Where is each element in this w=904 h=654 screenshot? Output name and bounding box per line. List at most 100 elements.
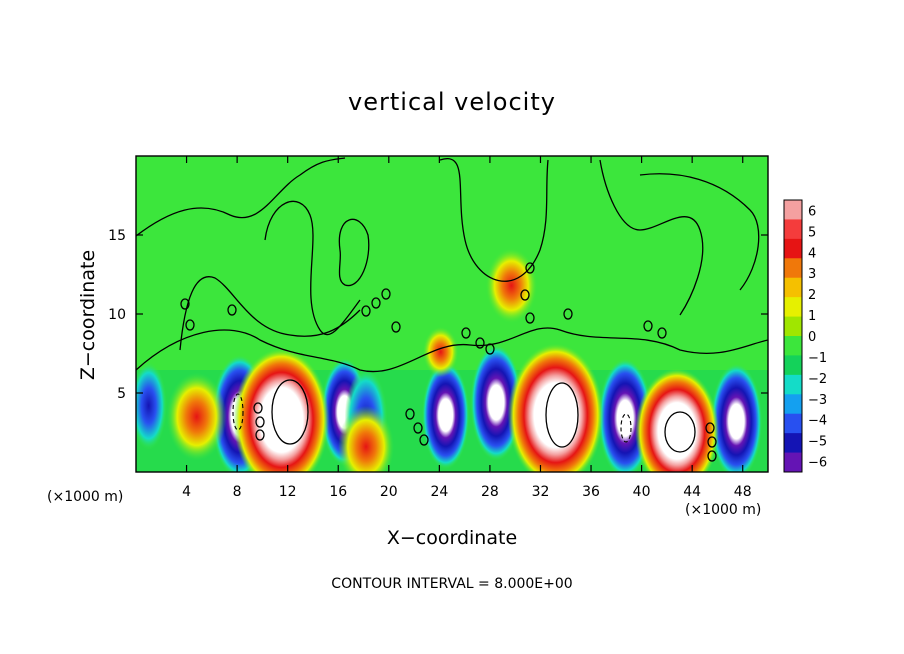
updraft-cell — [166, 372, 227, 461]
contour-line — [664, 411, 696, 453]
contour-line — [136, 157, 346, 237]
colorbar-label: 2 — [808, 288, 816, 303]
downdraft-cell — [422, 361, 470, 470]
x-tick-label: 8 — [233, 484, 242, 500]
x-tick-label: 28 — [481, 484, 499, 500]
updraft-cell — [485, 247, 538, 324]
contour-line — [227, 304, 237, 316]
contour-line — [405, 408, 415, 420]
colorbar-label: 0 — [808, 330, 816, 345]
contour-line — [545, 382, 579, 448]
contour-line — [361, 305, 371, 317]
contour-line — [264, 200, 361, 336]
y-tick-label: 15 — [108, 228, 126, 244]
contour-line — [180, 298, 190, 310]
colorbar-label: −3 — [808, 393, 827, 408]
updraft-cell — [507, 343, 604, 472]
updraft-cell — [338, 405, 395, 472]
contour-line — [707, 436, 717, 448]
colorbar-swatch — [784, 200, 802, 220]
contour-line — [232, 393, 244, 431]
contour-line — [657, 327, 667, 339]
contour-line — [475, 337, 485, 349]
colorbar-swatch — [784, 413, 802, 434]
updraft-cell — [422, 326, 459, 378]
x-axis: 4 8 12 16 20 24 28 32 36 40 44 48 — [182, 156, 752, 500]
contour-line — [413, 422, 423, 434]
contour-lines — [136, 157, 768, 462]
colorbar-label: 4 — [808, 246, 816, 261]
colorbar: 6 5 4 3 2 1 0 −1 −2 −3 −4 −5 −6 — [783, 199, 827, 473]
contour-line — [136, 327, 768, 373]
colorbar-swatch — [784, 238, 802, 259]
colorbar-label: 1 — [808, 309, 816, 324]
contour-line — [271, 379, 309, 445]
contour-line — [179, 276, 361, 351]
contour-line — [419, 434, 429, 446]
x-tick-label: 24 — [430, 484, 448, 500]
colorbar-label: −4 — [808, 414, 827, 429]
chart-title: vertical velocity — [348, 88, 556, 116]
x-axis-label: X−coordinate — [386, 527, 518, 549]
contour-line — [525, 312, 535, 324]
colorbar-swatch — [784, 316, 802, 337]
colorbar-swatch — [784, 433, 802, 454]
x-unit-right: (×1000 m) — [685, 502, 762, 518]
x-tick-label: 12 — [279, 484, 297, 500]
colorbar-swatch — [784, 336, 802, 356]
updraft-cell — [635, 368, 719, 472]
colorbar-label: −5 — [808, 435, 827, 450]
contour-line — [338, 218, 370, 287]
contour-line — [525, 262, 535, 274]
colorbar-label: −1 — [808, 351, 827, 366]
contour-line — [643, 320, 653, 332]
x-tick-label: 36 — [582, 484, 600, 500]
negative-contours — [232, 393, 632, 443]
x-tick-label: 44 — [683, 484, 701, 500]
contour-line — [461, 327, 471, 339]
contour-line — [381, 288, 391, 300]
colorbar-swatch — [784, 277, 802, 298]
y-tick-label: 10 — [108, 307, 126, 323]
colorbar-label: 3 — [808, 267, 816, 282]
x-unit-left: (×1000 m) — [47, 489, 124, 505]
x-tick-label: 48 — [734, 484, 752, 500]
contour-line — [391, 321, 401, 333]
updraft-cell — [233, 347, 330, 472]
colorbar-swatch — [784, 258, 802, 279]
contour-line — [185, 319, 195, 331]
colorbar-frame — [783, 199, 803, 473]
colorbar-label: 5 — [808, 225, 816, 240]
colorbar-swatch — [784, 394, 802, 415]
velocity-field — [136, 156, 768, 472]
contour-line — [563, 308, 573, 320]
contour-line — [439, 157, 549, 282]
contour-line — [599, 159, 704, 316]
contour-line — [253, 402, 263, 414]
contour-line — [705, 422, 715, 434]
colorbar-label: 6 — [808, 204, 816, 219]
downdraft-cell — [710, 363, 763, 472]
x-tick-label: 32 — [532, 484, 550, 500]
colorbar-swatch — [784, 355, 802, 376]
contour-line — [371, 297, 381, 309]
colorbar-swatch — [784, 219, 802, 240]
y-tick-label: 5 — [117, 386, 126, 402]
contour-line — [707, 450, 717, 462]
x-tick-label: 40 — [633, 484, 651, 500]
colorbar-swatch — [784, 374, 802, 395]
colorbar-label: −6 — [808, 456, 827, 471]
contour-line — [485, 343, 495, 355]
contour-line — [639, 173, 760, 291]
x-tick-label: 4 — [182, 484, 191, 500]
colorbar-label: −2 — [808, 372, 827, 387]
colorbar-swatch — [784, 297, 802, 318]
downdraft-cell — [136, 361, 167, 450]
contour-line — [255, 416, 265, 428]
contour-line — [255, 429, 265, 441]
x-tick-label: 16 — [329, 484, 347, 500]
y-axis: 5 10 15 — [108, 228, 768, 402]
contour-line — [520, 289, 530, 301]
contour-line — [620, 413, 632, 443]
